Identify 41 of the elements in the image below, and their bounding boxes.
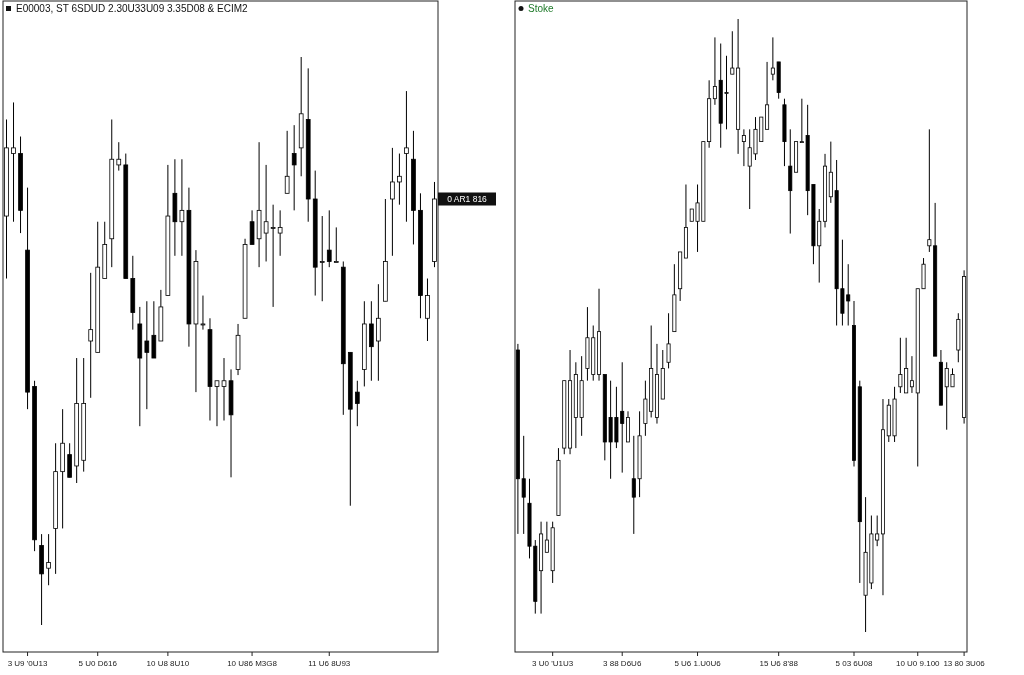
candlestick bbox=[404, 90, 409, 223]
candlestick bbox=[354, 380, 360, 427]
candlestick bbox=[291, 124, 297, 211]
candlestick bbox=[333, 226, 339, 263]
text: 0 AR1 816 bbox=[447, 194, 488, 204]
candlestick bbox=[11, 101, 16, 223]
x-tick-label: 5 03 6U08 bbox=[835, 659, 874, 668]
candlestick bbox=[425, 278, 430, 342]
x-tick-label: 10 U0 9.100 bbox=[895, 659, 941, 668]
x-tick-label: 13 80 3U06 bbox=[943, 659, 986, 668]
candlestick bbox=[46, 533, 51, 586]
candlestick bbox=[390, 147, 395, 257]
candlestick bbox=[270, 204, 276, 308]
x-tick-label: 10 U86 M3G8 bbox=[227, 659, 278, 668]
candlestick bbox=[319, 215, 325, 302]
candlestick bbox=[179, 158, 185, 257]
x-tick-label: 5 U0 D616 bbox=[78, 659, 118, 668]
candlestick bbox=[284, 130, 290, 194]
candlestick bbox=[741, 128, 746, 167]
candlestick bbox=[277, 209, 283, 257]
candlestick bbox=[397, 153, 402, 206]
candlestick bbox=[144, 300, 150, 410]
chart-title: E00003, ST 6SDUD 2.30U33U09 3.35D08 & ECIM2 bbox=[16, 3, 249, 14]
x-tick-label: 3 U9 '0U13 bbox=[7, 659, 48, 668]
candlestick bbox=[326, 209, 332, 268]
x-tick-label: 10 U8 8U10 bbox=[146, 659, 190, 668]
candlestick bbox=[263, 164, 269, 262]
candlestick bbox=[67, 442, 72, 478]
candlestick bbox=[151, 300, 157, 359]
x-tick-label: 3 88 D6U6 bbox=[603, 659, 642, 668]
candlestick bbox=[666, 312, 671, 369]
candlestick bbox=[376, 283, 381, 382]
x-tick-label: 5 U6 1.U0U6 bbox=[674, 659, 722, 668]
candlestick bbox=[909, 355, 914, 394]
candlestick bbox=[369, 300, 374, 382]
x-tick-label: 11 U6 8U93 bbox=[308, 659, 351, 668]
candlestick bbox=[88, 272, 94, 399]
x-tick-label: 15 U6 8'88 bbox=[759, 659, 799, 668]
chart-title: Stoke bbox=[528, 3, 555, 14]
x-tick-label: 3 U0 'U1U3 bbox=[532, 659, 574, 668]
candlestick bbox=[116, 141, 122, 172]
